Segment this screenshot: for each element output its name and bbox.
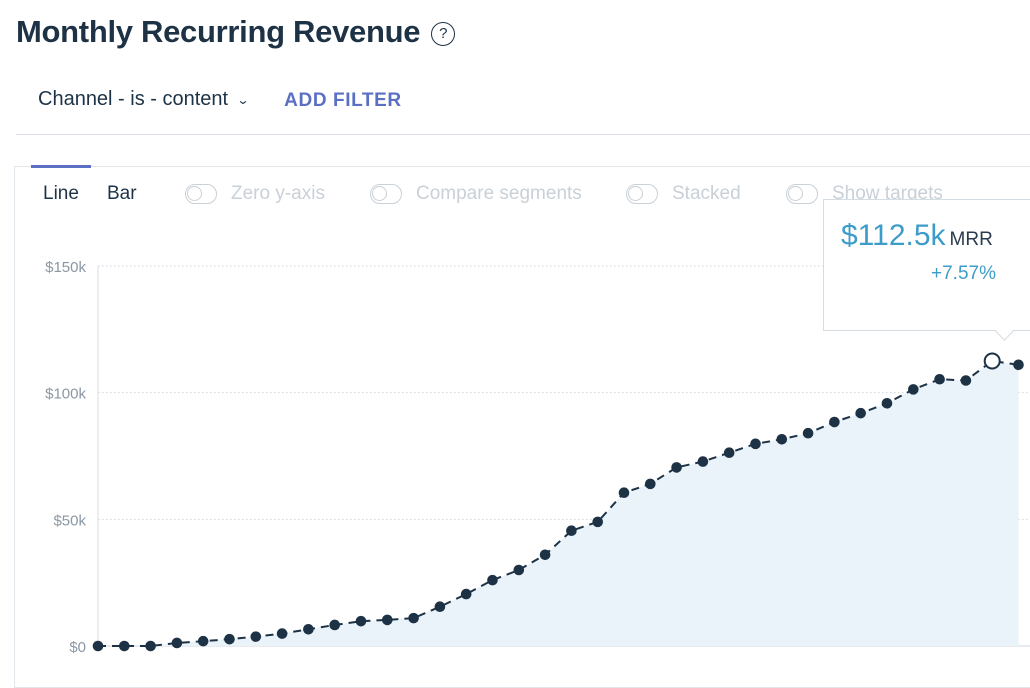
y-tick-label: $100k [45,386,86,403]
data-point [908,384,919,395]
data-point [539,549,551,561]
data-point [697,456,709,467]
tooltip-unit: MRR [949,229,993,250]
data-point [723,447,735,459]
data-point [329,619,341,631]
tooltip-amount: $112.5k [841,219,946,252]
y-tick-label: $50k [53,512,86,529]
compare-segments-label: Compare segments [416,183,582,204]
compare-segments-toggle[interactable]: Compare segments [370,183,582,205]
add-filter-button[interactable]: ADD FILTER [284,90,402,111]
filter-bar: Channel - is - content ⌄ ADD FILTER [16,88,1030,135]
show-targets-switch[interactable] [786,184,818,204]
series-area [98,361,1019,646]
page-title: Monthly Recurring Revenue ? [16,14,456,50]
stacked-switch[interactable] [626,184,658,204]
chart-toolbar: Line Bar Zero y-axis Compare segments St… [15,165,1030,217]
data-point [802,427,814,439]
tooltip-change: +7.57% [931,263,996,284]
tab-bar[interactable]: Bar [107,183,137,204]
tooltip-value: $112.5k MRR [841,219,993,253]
data-point [487,574,498,586]
show-targets-toggle[interactable]: Show targets [786,183,943,205]
data-point [960,375,972,386]
data-point [934,373,945,385]
data-point [750,438,761,450]
help-icon[interactable]: ? [431,21,456,46]
data-point [355,615,367,627]
y-tick-label: $0 [69,639,86,656]
data-point [408,612,419,624]
data-point [92,640,104,652]
value-tooltip: $112.5k MRR +7.57% [823,199,1030,341]
stacked-toggle[interactable]: Stacked [626,183,741,205]
series-line [98,359,1019,647]
channel-filter-dropdown[interactable]: Channel - is - content ⌄ [38,88,250,111]
data-point [566,525,577,537]
data-point [671,462,682,473]
data-point [250,631,262,642]
data-point [119,640,130,652]
data-point [145,640,156,652]
data-point [1013,359,1024,371]
data-point [197,635,209,647]
chevron-down-icon: ⌄ [236,92,250,107]
highlighted-data-point [983,352,1001,370]
y-tick-label: $150k [45,259,86,276]
data-point [881,398,893,409]
data-point [513,564,525,576]
stacked-label: Stacked [672,183,741,204]
compare-segments-switch[interactable] [370,184,402,204]
zero-y-axis-toggle[interactable]: Zero y-axis [185,183,325,205]
data-point [776,433,788,445]
data-point [645,478,656,490]
data-point [434,601,446,613]
data-point [592,516,603,528]
zero-y-axis-label: Zero y-axis [231,183,325,204]
tab-line[interactable]: Line [43,183,79,204]
show-targets-label: Show targets [832,183,943,204]
data-point [382,614,393,626]
channel-filter-label: Channel - is - content [38,88,229,110]
data-point [618,487,630,499]
data-point [224,633,235,645]
data-point [460,588,472,600]
data-point [303,623,314,635]
data-point [171,637,183,649]
active-tab-indicator [31,165,91,168]
data-point [829,416,840,428]
data-point [855,407,866,419]
zero-y-axis-switch[interactable] [185,184,217,204]
data-point [276,628,288,639]
page-title-text: Monthly Recurring Revenue [16,14,421,49]
